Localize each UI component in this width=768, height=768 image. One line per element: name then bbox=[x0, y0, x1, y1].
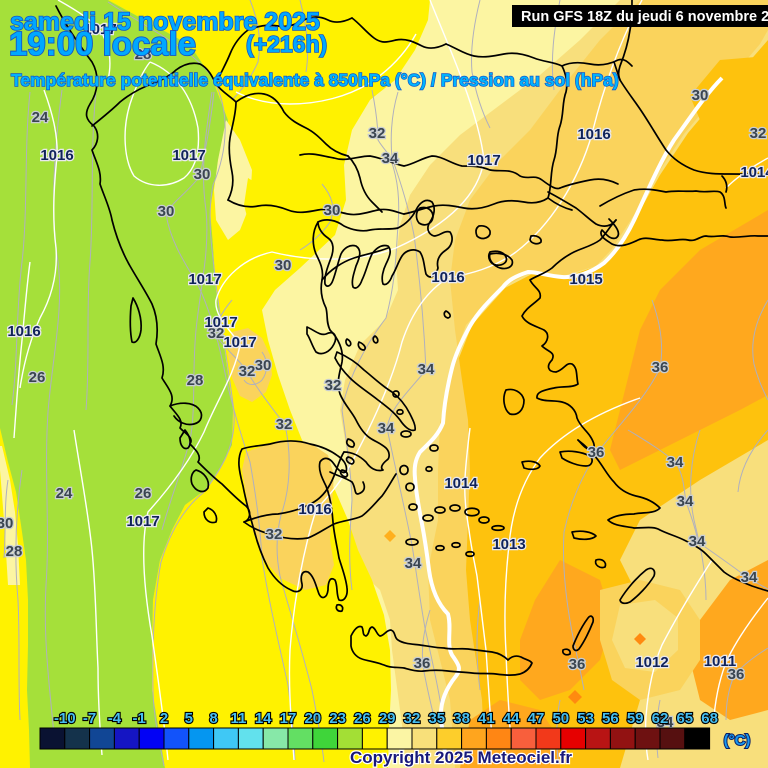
svg-text:30: 30 bbox=[692, 87, 709, 104]
svg-text:28: 28 bbox=[187, 372, 204, 389]
svg-text:-10: -10 bbox=[54, 710, 76, 727]
svg-text:65: 65 bbox=[676, 710, 693, 727]
svg-text:Température potentielle équiva: Température potentielle équivalente à 85… bbox=[11, 70, 619, 90]
svg-text:32: 32 bbox=[208, 325, 225, 342]
svg-text:30: 30 bbox=[324, 202, 341, 219]
svg-text:24: 24 bbox=[32, 109, 49, 126]
svg-text:26: 26 bbox=[29, 369, 46, 386]
svg-text:36: 36 bbox=[414, 655, 431, 672]
svg-text:24: 24 bbox=[56, 485, 73, 502]
svg-text:30: 30 bbox=[158, 203, 175, 220]
svg-text:32: 32 bbox=[369, 125, 386, 142]
svg-text:1013: 1013 bbox=[492, 536, 525, 553]
svg-text:26: 26 bbox=[354, 710, 371, 727]
svg-text:32: 32 bbox=[276, 416, 293, 433]
svg-text:32: 32 bbox=[404, 710, 421, 727]
svg-text:(+216h): (+216h) bbox=[246, 31, 327, 57]
svg-text:5: 5 bbox=[185, 710, 193, 727]
svg-text:-4: -4 bbox=[108, 710, 122, 727]
svg-text:28: 28 bbox=[6, 543, 23, 560]
svg-text:34: 34 bbox=[405, 555, 422, 572]
svg-text:34: 34 bbox=[382, 150, 399, 167]
svg-text:Copyright 2025 Meteociel.fr: Copyright 2025 Meteociel.fr bbox=[350, 748, 572, 767]
svg-text:32: 32 bbox=[266, 526, 283, 543]
svg-text:17: 17 bbox=[280, 710, 297, 727]
svg-text:36: 36 bbox=[569, 656, 586, 673]
svg-text:34: 34 bbox=[378, 420, 395, 437]
svg-text:26: 26 bbox=[135, 485, 152, 502]
svg-text:1017: 1017 bbox=[83, 21, 116, 38]
svg-text:8: 8 bbox=[209, 710, 217, 727]
svg-text:35: 35 bbox=[428, 710, 445, 727]
svg-text:1016: 1016 bbox=[431, 269, 464, 286]
svg-text:28: 28 bbox=[135, 46, 152, 63]
svg-text:30: 30 bbox=[275, 257, 292, 274]
svg-text:41: 41 bbox=[478, 710, 495, 727]
svg-text:1017: 1017 bbox=[172, 147, 205, 164]
svg-text:(°C): (°C) bbox=[724, 732, 751, 749]
svg-text:1017: 1017 bbox=[204, 314, 237, 331]
svg-text:-7: -7 bbox=[83, 710, 96, 727]
svg-text:38: 38 bbox=[453, 710, 470, 727]
svg-text:32: 32 bbox=[239, 363, 256, 380]
svg-text:19:00 locale: 19:00 locale bbox=[9, 25, 196, 62]
svg-text:30: 30 bbox=[0, 515, 13, 532]
svg-text:20: 20 bbox=[304, 710, 321, 727]
svg-text:36: 36 bbox=[728, 666, 745, 683]
svg-text:34: 34 bbox=[667, 454, 684, 471]
svg-text:53: 53 bbox=[577, 710, 594, 727]
svg-text:1016: 1016 bbox=[40, 147, 73, 164]
svg-text:samedi 15 novembre 2025: samedi 15 novembre 2025 bbox=[10, 8, 320, 36]
svg-text:1016: 1016 bbox=[298, 501, 331, 518]
svg-text:1012: 1012 bbox=[635, 654, 668, 671]
svg-text:1017: 1017 bbox=[126, 513, 159, 530]
svg-text:56: 56 bbox=[602, 710, 619, 727]
svg-text:47: 47 bbox=[528, 710, 545, 727]
svg-text:1017: 1017 bbox=[467, 152, 500, 169]
svg-text:32: 32 bbox=[750, 125, 767, 142]
svg-text:2: 2 bbox=[160, 710, 168, 727]
svg-text:1011: 1011 bbox=[704, 653, 737, 670]
svg-text:30: 30 bbox=[255, 357, 272, 374]
svg-text:29: 29 bbox=[379, 710, 396, 727]
svg-text:1014: 1014 bbox=[444, 475, 478, 492]
svg-text:68: 68 bbox=[701, 710, 718, 727]
svg-text:36: 36 bbox=[652, 359, 669, 376]
svg-text:1014: 1014 bbox=[740, 164, 768, 181]
svg-text:50: 50 bbox=[552, 710, 569, 727]
svg-text:59: 59 bbox=[627, 710, 644, 727]
svg-text:36: 36 bbox=[588, 444, 605, 461]
svg-text:32: 32 bbox=[325, 377, 342, 394]
svg-text:34: 34 bbox=[689, 533, 706, 550]
svg-text:44: 44 bbox=[503, 710, 520, 727]
svg-text:-1: -1 bbox=[133, 710, 146, 727]
svg-text:11: 11 bbox=[230, 710, 246, 727]
svg-text:34: 34 bbox=[741, 569, 758, 586]
svg-text:23: 23 bbox=[329, 710, 346, 727]
svg-text:1017: 1017 bbox=[188, 271, 221, 288]
svg-text:1015: 1015 bbox=[569, 271, 602, 288]
svg-text:30: 30 bbox=[194, 166, 211, 183]
svg-text:62: 62 bbox=[652, 710, 669, 727]
svg-text:34: 34 bbox=[677, 493, 694, 510]
svg-text:1017: 1017 bbox=[223, 334, 256, 351]
svg-text:Run GFS 18Z du jeudi 6 novembr: Run GFS 18Z du jeudi 6 novembre 2025 bbox=[521, 9, 768, 25]
svg-text:1016: 1016 bbox=[577, 126, 610, 143]
svg-text:1016: 1016 bbox=[7, 323, 40, 340]
svg-text:34: 34 bbox=[418, 361, 435, 378]
svg-text:14: 14 bbox=[255, 710, 272, 727]
svg-text:34: 34 bbox=[657, 714, 674, 731]
